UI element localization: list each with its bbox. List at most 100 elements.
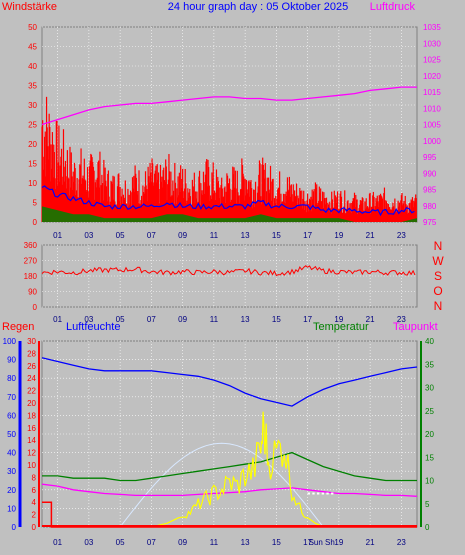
rain-y-tick-label: 24 [27,374,36,383]
wind-hour-tick-label: 09 [178,231,187,240]
temp-y-tick-label: 30 [425,384,434,393]
sun-arc [119,442,324,528]
rain-y-tick-label: 26 [27,362,36,371]
wind-hour-tick-label: 21 [366,231,375,240]
pressure-y-tick-label: 1010 [423,104,441,113]
direction-hour-tick-label: 11 [210,315,219,324]
wind-y-tick-label: 40 [28,62,37,71]
wind-avg-line [41,185,415,217]
direction-hour-tick-label: 15 [272,315,281,324]
rain-y-tick-label: 18 [27,411,36,420]
pressure-label: Luftdruck [370,1,416,13]
direction-y-tick-label: 360 [24,241,38,250]
climate-hour-tick-label: 11 [210,538,219,547]
pressure-y-tick-label: 1025 [423,56,441,65]
direction-y-tick-label: 90 [28,288,37,297]
temp-y-tick-label: 5 [425,500,430,509]
humidity-y-tick-label: 80 [7,374,16,383]
direction-hour-tick-label: 07 [147,315,156,324]
climate-hour-tick-label: 05 [116,538,125,547]
rain-y-tick-label: 20 [27,399,36,408]
compass-label: S [434,269,442,283]
humidity-y-tick-label: 50 [7,430,16,439]
temp-y-tick-label: 25 [425,407,434,416]
temp-y-tick-label: 10 [425,477,434,486]
humidity-y-tick-label: 60 [7,411,16,420]
direction-y-tick-label: 270 [24,257,38,266]
temp-y-tick-label: 15 [425,453,434,462]
chart-title: 24 hour graph day : 05 Oktober 2025 [168,1,348,13]
pressure-y-tick-label: 1005 [423,121,441,130]
compass-label: O [433,284,442,298]
wind-hour-tick-label: 23 [397,231,406,240]
humidity-y-tick-label: 20 [7,486,16,495]
climate-hour-tick-label: 15 [272,538,281,547]
climate-hour-tick-label: 13 [241,538,250,547]
pressure-y-tick-label: 1000 [423,137,441,146]
rain-y-tick-label: 14 [27,436,36,445]
humidity-label: Luftfeuchte [66,321,120,333]
climate-hour-tick-label: 17 [303,538,312,547]
direction-hour-tick-label: 19 [334,315,343,324]
rain-y-tick-label: 12 [27,449,36,458]
direction-hour-tick-label: 21 [366,315,375,324]
humidity-y-tick-label: 10 [7,504,16,513]
pressure-y-tick-label: 1035 [423,23,441,32]
pressure-y-tick-label: 980 [423,202,437,211]
climate-hour-tick-label: 01 [53,538,62,547]
dewpoint-label: Taupunkt [393,321,438,333]
direction-y-tick-label: 180 [24,272,38,281]
rain-y-tick-label: 6 [32,486,37,495]
humidity-y-tick-label: 0 [12,523,17,532]
pressure-line [41,86,417,126]
wind-y-tick-label: 10 [28,179,37,188]
rain-y-tick-label: 16 [27,424,36,433]
compass-label: N [434,239,443,253]
rain-label: Regen [2,321,34,333]
humidity-y-tick-label: 70 [7,393,16,402]
pressure-y-tick-label: 990 [423,169,437,178]
rain-y-tick-label: 2 [32,511,37,520]
climate-hour-tick-label: 07 [147,538,156,547]
compass-label: W [432,254,444,268]
rain-y-tick-label: 10 [27,461,36,470]
direction-hour-tick-label: 03 [84,315,93,324]
compass-label: N [434,299,443,313]
wind-hour-tick-label: 15 [272,231,281,240]
wind-y-tick-label: 35 [28,82,37,91]
rain-y-tick-label: 8 [32,473,37,482]
climate-hour-tick-label: 21 [366,538,375,547]
wind-hour-tick-label: 07 [147,231,156,240]
direction-hour-tick-label: 17 [303,315,312,324]
climate-hour-tick-label: 23 [397,538,406,547]
wind-y-tick-label: 50 [28,23,37,32]
direction-line [41,265,416,277]
climate-hour-tick-label: 09 [178,538,187,547]
direction-hour-tick-label: 13 [241,315,250,324]
wind-min-area [42,206,417,222]
humidity-y-tick-label: 40 [7,449,16,458]
humidity-line [41,357,418,407]
direction-hour-tick-label: 01 [53,315,62,324]
temp-y-tick-label: 0 [425,523,430,532]
wind-label: Windstärke [2,1,57,13]
direction-hour-tick-label: 05 [116,315,125,324]
wind-hour-tick-label: 17 [303,231,312,240]
direction-hour-tick-label: 23 [397,315,406,324]
solar-line [151,411,324,528]
pressure-y-tick-label: 975 [423,218,437,227]
wind-y-tick-label: 5 [33,199,38,208]
wind-y-tick-label: 15 [28,160,37,169]
rain-y-tick-label: 30 [27,337,36,346]
sun-shine-label: Sun Sh [309,538,335,547]
pressure-y-tick-label: 995 [423,153,437,162]
wind-y-tick-label: 45 [28,43,37,52]
direction-y-tick-label: 0 [33,303,38,312]
humidity-y-tick-label: 30 [7,467,16,476]
wind-y-tick-label: 30 [28,101,37,110]
wind-hour-tick-label: 11 [210,231,219,240]
direction-hour-tick-label: 09 [178,315,187,324]
climate-hour-tick-label: 19 [334,538,343,547]
